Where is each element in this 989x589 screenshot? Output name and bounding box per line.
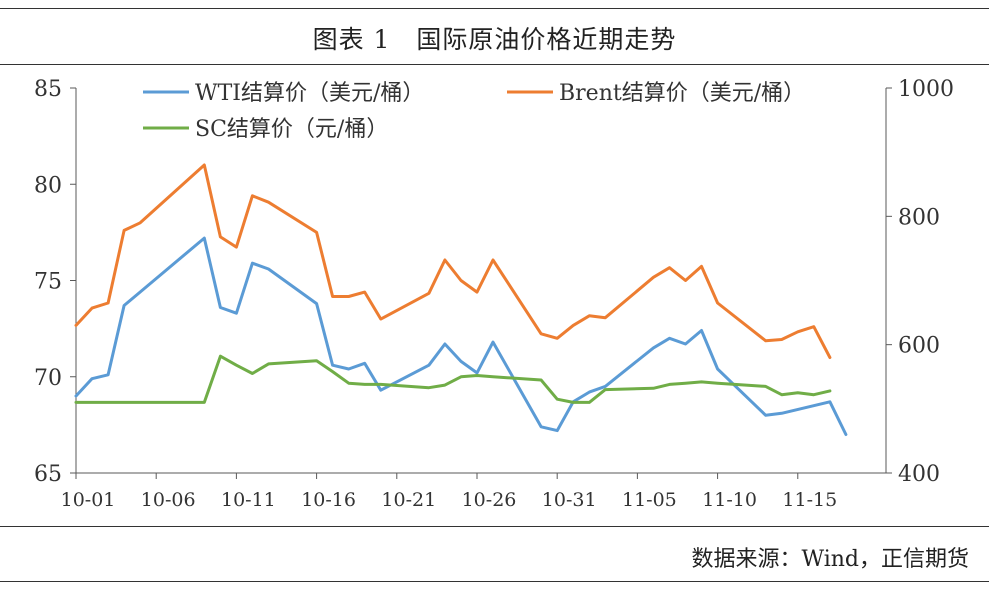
y-left-tick-label: 85 <box>34 77 62 102</box>
y-right-tick-label: 400 <box>898 462 940 487</box>
y-right-tick-label: 600 <box>898 334 940 359</box>
y-left-tick-label: 65 <box>34 462 62 487</box>
y-right-tick-label: 800 <box>898 205 940 230</box>
y-left-tick-label: 80 <box>34 173 62 198</box>
series-line-2 <box>74 354 832 404</box>
x-tick-label: 11-15 <box>782 489 837 511</box>
legend: WTI结算价（美元/桶） Brent结算价（美元/桶） SC结算价（元/桶） <box>143 81 805 142</box>
series-line-0 <box>74 236 848 436</box>
y-left-tick-label: 75 <box>34 270 62 295</box>
x-tick-label: 10-31 <box>542 489 597 511</box>
legend-label-1: Brent结算价（美元/桶） <box>559 81 805 106</box>
series-line-1 <box>74 163 832 359</box>
y-right-tick-label: 1000 <box>898 77 954 102</box>
y-left-tick-label: 70 <box>34 366 62 391</box>
source-note: 数据来源：Wind，正信期货 <box>691 547 969 572</box>
title-rule <box>0 64 989 65</box>
top-rule <box>0 8 989 9</box>
x-tick-label: 10-11 <box>221 489 276 511</box>
x-tick-label: 10-21 <box>381 489 436 511</box>
legend-label-0: WTI结算价（美元/桶） <box>195 81 424 106</box>
footer-rule <box>0 581 989 582</box>
bottom-rule <box>0 526 989 527</box>
figure-title: 图表 1 国际原油价格近期走势 <box>312 25 677 54</box>
x-tick-label: 10-01 <box>61 489 116 511</box>
oil-price-chart: 65 70 75 80 85 400 600 800 1000 10-01 10-06 10-11 10… <box>34 77 954 511</box>
axes: 65 70 75 80 85 400 600 800 1000 10-01 10-06 10-11 10… <box>34 77 954 511</box>
x-tick-label: 11-05 <box>622 489 677 511</box>
series-lines <box>74 163 848 436</box>
x-tick-label: 10-26 <box>462 489 517 511</box>
x-tick-label: 11-10 <box>702 489 757 511</box>
x-tick-label: 10-16 <box>301 489 356 511</box>
legend-label-2: SC结算价（元/桶） <box>195 117 388 142</box>
x-tick-label: 10-06 <box>141 489 196 511</box>
